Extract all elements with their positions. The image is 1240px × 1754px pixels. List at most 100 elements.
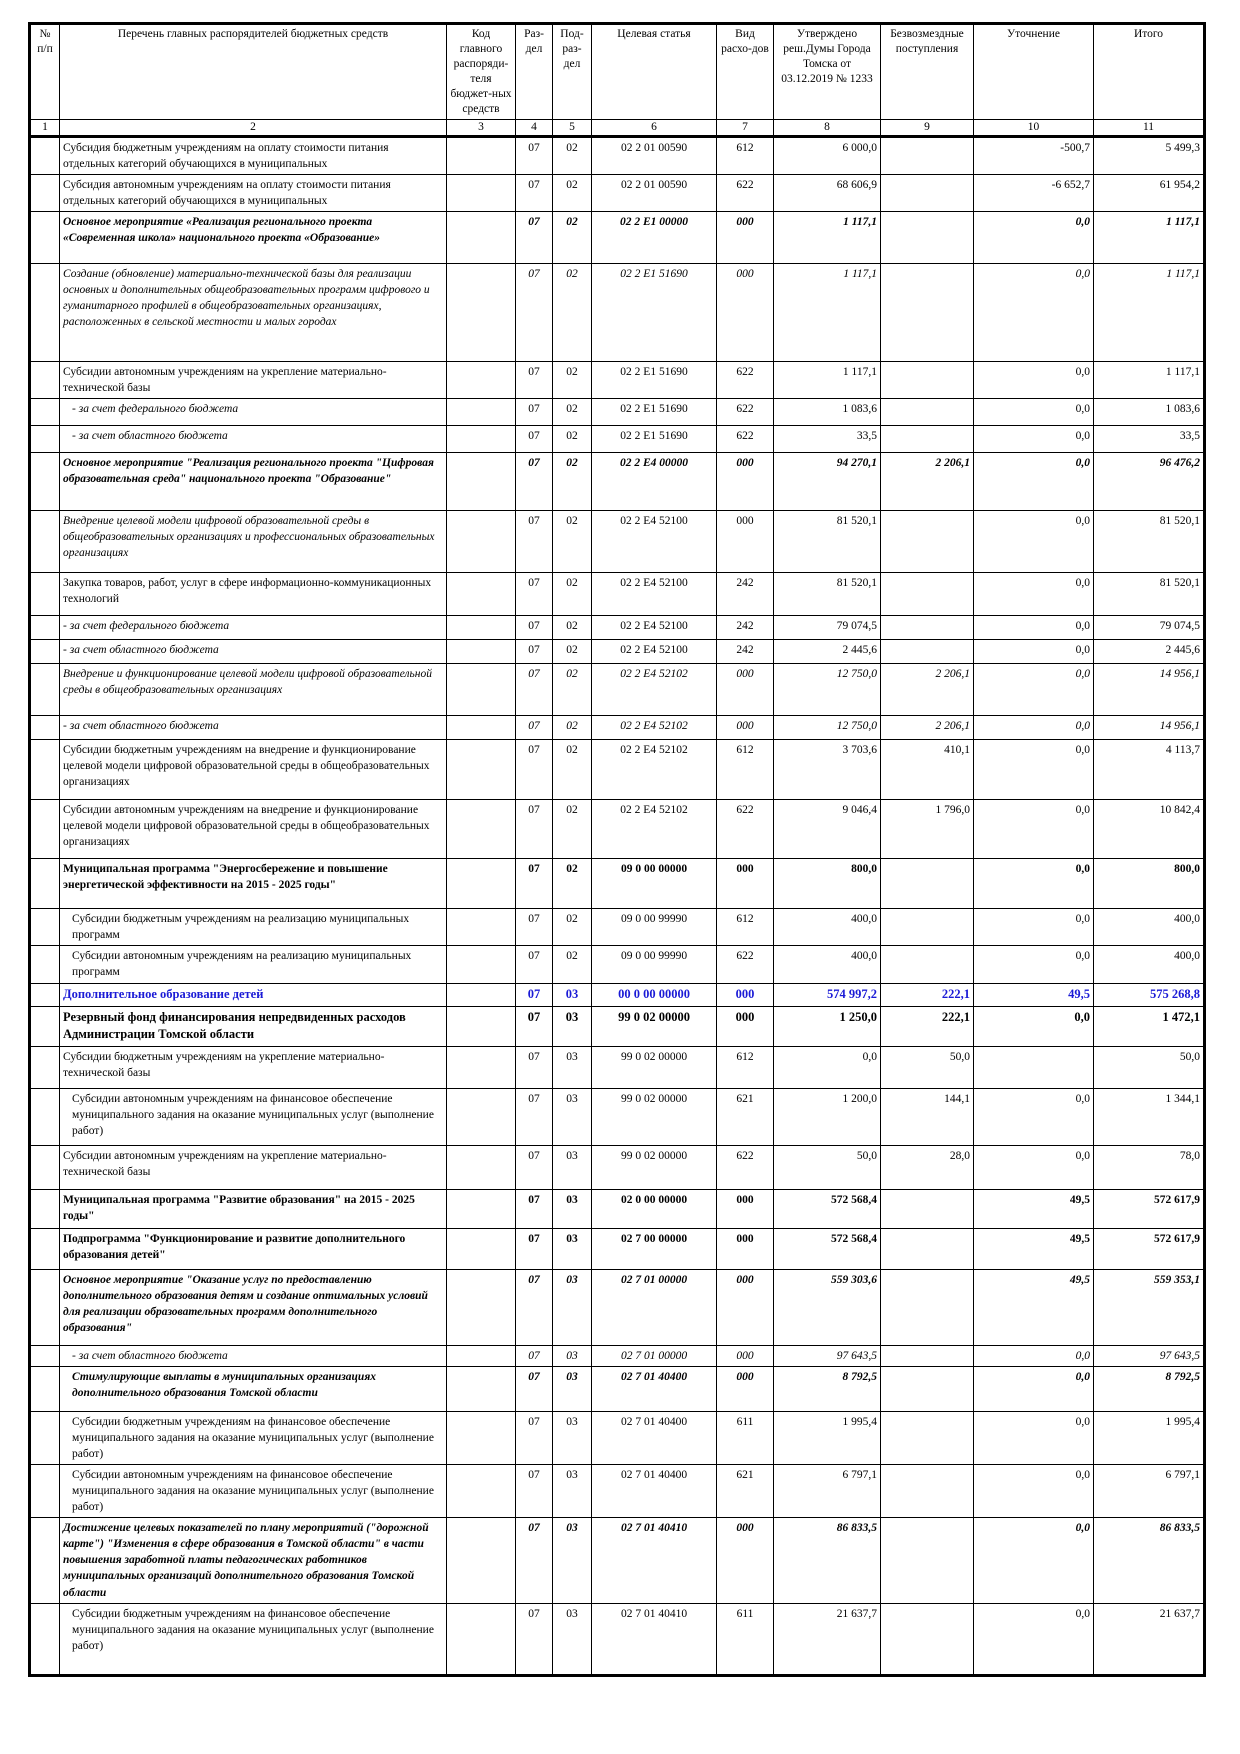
adjustment-amount: 0,0 xyxy=(973,663,1094,717)
admin-code xyxy=(446,1365,516,1412)
section-code: 07 xyxy=(515,510,553,574)
table-row: - за счет областного бюджета 07 02 02 2 E4 … xyxy=(29,715,1205,741)
admin-code xyxy=(446,982,516,1007)
approved-amount: 1 117,1 xyxy=(773,210,881,264)
gratuitous-receipts xyxy=(880,1344,974,1367)
total-amount: 4 113,7 xyxy=(1093,739,1205,801)
expense-type: 000 xyxy=(716,1227,774,1270)
adjustment-amount: 0,0 xyxy=(973,1005,1094,1047)
total-amount: 50,0 xyxy=(1093,1045,1205,1089)
target-article: 99 0 02 00000 xyxy=(591,1005,717,1047)
table-row: - за счет областного бюджета 07 02 02 2 E4 … xyxy=(29,639,1205,665)
row-description: Субсидия автономным учреждениям на оплат… xyxy=(59,173,447,212)
subsection-code: 02 xyxy=(552,739,592,801)
row-number xyxy=(29,1087,60,1146)
expense-type: 621 xyxy=(716,1087,774,1146)
column-number: 4 xyxy=(515,118,553,138)
table-row: Резервный фонд финансирования непредвиде… xyxy=(29,1005,1205,1047)
row-number xyxy=(29,908,60,947)
approved-amount: 3 703,6 xyxy=(773,739,881,801)
total-amount: 5 499,3 xyxy=(1093,135,1205,175)
row-number xyxy=(29,1227,60,1270)
row-number xyxy=(29,639,60,665)
gratuitous-receipts xyxy=(880,1463,974,1519)
expense-type: 612 xyxy=(716,908,774,947)
column-header: Безвозмездные поступления xyxy=(880,23,974,120)
row-description: - за счет федерального бюджета xyxy=(59,398,447,427)
section-code: 07 xyxy=(515,262,553,362)
table-row: Субсидия автономным учреждениям на оплат… xyxy=(29,173,1205,212)
table-row: Субсидии автономным учреждениям на укреп… xyxy=(29,360,1205,400)
target-article: 02 7 01 00000 xyxy=(591,1344,717,1367)
approved-amount: 1 117,1 xyxy=(773,360,881,400)
target-article: 02 2 E1 00000 xyxy=(591,210,717,264)
table-row: Создание (обновление) материально-технич… xyxy=(29,262,1205,362)
expense-type: 000 xyxy=(716,663,774,717)
adjustment-amount: 0,0 xyxy=(973,452,1094,512)
adjustment-amount: 0,0 xyxy=(973,715,1094,741)
total-amount: 14 956,1 xyxy=(1093,663,1205,717)
row-number xyxy=(29,1602,60,1676)
target-article: 02 2 E4 52100 xyxy=(591,572,717,617)
subsection-code: 02 xyxy=(552,663,592,717)
gratuitous-receipts xyxy=(880,615,974,641)
row-number xyxy=(29,1268,60,1346)
gratuitous-receipts xyxy=(880,1517,974,1604)
gratuitous-receipts: 50,0 xyxy=(880,1045,974,1089)
gratuitous-receipts xyxy=(880,858,974,910)
subsection-code: 02 xyxy=(552,452,592,512)
gratuitous-receipts xyxy=(880,360,974,400)
gratuitous-receipts: 28,0 xyxy=(880,1144,974,1190)
adjustment-amount: 49,5 xyxy=(973,982,1094,1007)
row-number xyxy=(29,1517,60,1604)
expense-type: 622 xyxy=(716,360,774,400)
row-description: Субсидии бюджетным учреждениям на финанс… xyxy=(59,1602,447,1676)
target-article: 02 7 01 40400 xyxy=(591,1410,717,1465)
section-code: 07 xyxy=(515,1087,553,1146)
admin-code xyxy=(446,1463,516,1519)
expense-type: 000 xyxy=(716,1005,774,1047)
gratuitous-receipts xyxy=(880,1365,974,1412)
row-description: Достижение целевых показателей по плану … xyxy=(59,1517,447,1604)
target-article: 02 7 00 00000 xyxy=(591,1227,717,1270)
expense-type: 242 xyxy=(716,572,774,617)
subsection-code: 03 xyxy=(552,982,592,1007)
total-amount: 1 344,1 xyxy=(1093,1087,1205,1146)
adjustment-amount: 0,0 xyxy=(973,945,1094,984)
adjustment-amount: 0,0 xyxy=(973,1344,1094,1367)
gratuitous-receipts xyxy=(880,572,974,617)
admin-code xyxy=(446,1005,516,1047)
adjustment-amount: 0,0 xyxy=(973,1144,1094,1190)
table-row: Субсидии автономным учреждениям на укреп… xyxy=(29,1144,1205,1190)
row-number xyxy=(29,1188,60,1229)
approved-amount: 79 074,5 xyxy=(773,615,881,641)
admin-code xyxy=(446,173,516,212)
approved-amount: 1 083,6 xyxy=(773,398,881,427)
row-description: Резервный фонд финансирования непредвиде… xyxy=(59,1005,447,1047)
section-code: 07 xyxy=(515,639,553,665)
row-description: Подпрограмма "Функционирование и развити… xyxy=(59,1227,447,1270)
admin-code xyxy=(446,715,516,741)
row-description: Субсидии автономным учреждениям на финан… xyxy=(59,1463,447,1519)
target-article: 02 2 E4 52102 xyxy=(591,799,717,860)
section-code: 07 xyxy=(515,799,553,860)
row-number xyxy=(29,858,60,910)
admin-code xyxy=(446,510,516,574)
total-amount: 33,5 xyxy=(1093,425,1205,454)
approved-amount: 81 520,1 xyxy=(773,510,881,574)
table-row: - за счет областного бюджета 07 02 02 2 E1 … xyxy=(29,425,1205,454)
total-amount: 400,0 xyxy=(1093,945,1205,984)
total-amount: 86 833,5 xyxy=(1093,1517,1205,1604)
admin-code xyxy=(446,425,516,454)
adjustment-amount: 0,0 xyxy=(973,908,1094,947)
section-code: 07 xyxy=(515,1144,553,1190)
target-article: 02 7 01 40400 xyxy=(591,1463,717,1519)
subsection-code: 02 xyxy=(552,945,592,984)
table-row: Субсидии бюджетным учреждениям на укрепл… xyxy=(29,1045,1205,1089)
row-number xyxy=(29,1463,60,1519)
total-amount: 81 520,1 xyxy=(1093,510,1205,574)
subsection-code: 03 xyxy=(552,1268,592,1346)
target-article: 02 2 01 00590 xyxy=(591,135,717,175)
admin-code xyxy=(446,799,516,860)
admin-code xyxy=(446,135,516,175)
